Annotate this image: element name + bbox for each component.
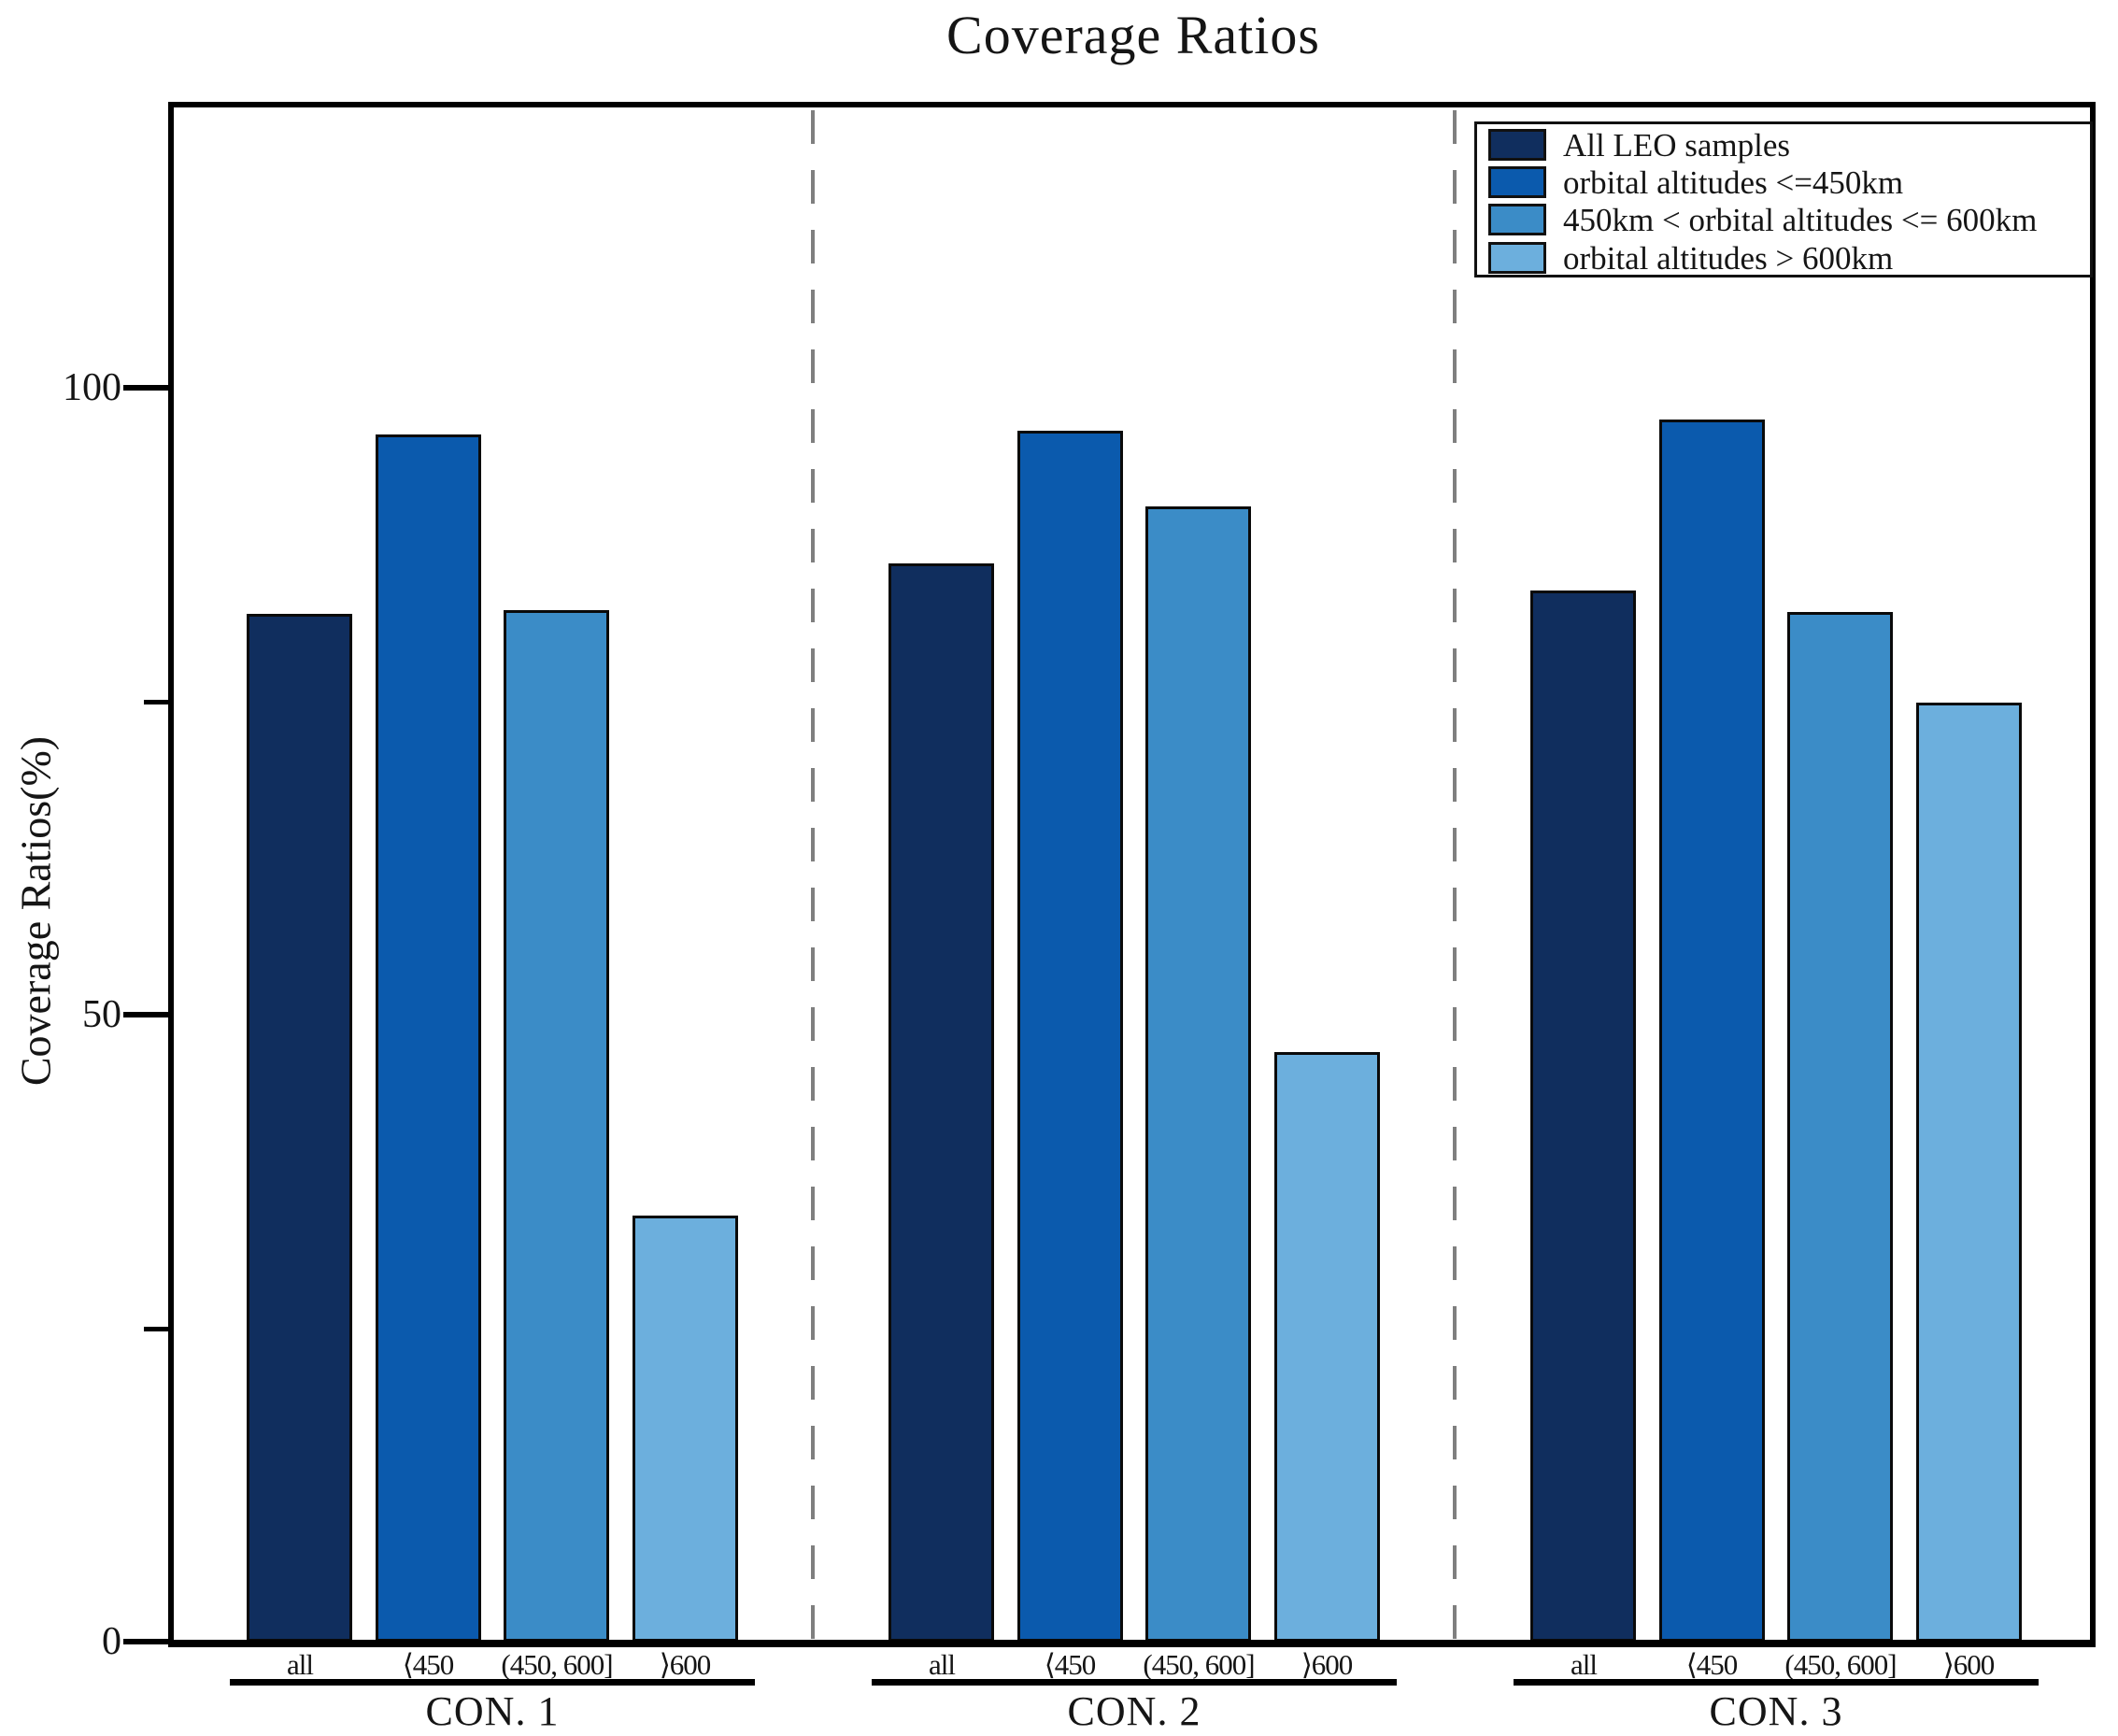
bar-con3-all [1530,591,1636,1642]
y-tick-label-100: 100 [63,366,121,409]
bar-con1-450-600 [504,610,609,1642]
legend-row-450-600: 450km < orbital altitudes <= 600km [1477,202,2090,239]
legend-swatch-450-600 [1488,204,1546,236]
legend-label-le450: orbital altitudes <=450km [1563,164,1904,202]
y-minor-tick-mark-75 [144,699,168,704]
legend-swatch-all [1488,129,1546,161]
x-tick-label-con3-gt600: ⟩600 [1942,1648,1996,1681]
group-label-con3: CON. 3 [1709,1688,1843,1734]
group-label-con2: CON. 2 [1067,1688,1201,1734]
legend: All LEO samples orbital altitudes <=450km… [1474,121,2093,277]
legend-row-all: All LEO samples [1477,127,2090,164]
legend-swatch-gt600 [1488,241,1546,274]
x-tick-label-con3-all: all [1571,1648,1598,1681]
y-tick-mark-100 [123,385,168,391]
bar-con1-all [247,614,352,1642]
group-separator-line-1 [811,110,815,1642]
group-underline-con2 [872,1679,1397,1686]
legend-label-gt600: orbital altitudes > 600km [1563,239,1894,277]
y-minor-tick-mark-25 [144,1326,168,1331]
y-tick-label-0: 0 [102,1620,121,1663]
legend-swatch-le450 [1488,166,1546,199]
x-tick-label-con2-le450: ⟨450 [1044,1648,1097,1681]
legend-label-450-600: 450km < orbital altitudes <= 600km [1563,202,2038,239]
x-tick-label-con3-450-600: (450, 600] [1784,1648,1897,1681]
legend-label-all: All LEO samples [1563,127,1791,164]
bar-con2-le450 [1017,431,1123,1642]
group-underline-con1 [230,1679,755,1686]
bar-con2-all [888,563,994,1642]
group-label-con1: CON. 1 [425,1688,560,1734]
x-tick-label-con2-all: all [929,1648,956,1681]
bar-con1-gt600 [633,1216,738,1642]
bar-con3-450-600 [1787,612,1893,1642]
bar-con1-le450 [376,434,481,1642]
group-separator-line-2 [1453,110,1457,1642]
bar-con3-le450 [1659,420,1765,1642]
legend-row-le450: orbital altitudes <=450km [1477,164,2090,202]
x-tick-label-con1-le450: ⟨450 [402,1648,455,1681]
group-underline-con3 [1514,1679,2039,1686]
bar-con2-450-600 [1145,506,1251,1642]
bar-con3-gt600 [1916,703,2022,1642]
x-tick-label-con1-gt600: ⟩600 [659,1648,712,1681]
legend-row-gt600: orbital altitudes > 600km [1477,240,2090,277]
x-tick-label-con1-450-600: (450, 600] [501,1648,613,1681]
x-tick-label-con3-le450: ⟨450 [1685,1648,1739,1681]
x-tick-label-con2-450-600: (450, 600] [1143,1648,1255,1681]
bar-con2-gt600 [1274,1052,1380,1642]
y-tick-mark-0 [123,1639,168,1644]
x-tick-label-con1-all: all [287,1648,314,1681]
y-tick-mark-50 [123,1012,168,1017]
chart-title: Coverage Ratios [946,5,1320,65]
x-tick-label-con2-gt600: ⟩600 [1301,1648,1354,1681]
y-tick-label-50: 50 [82,993,121,1036]
